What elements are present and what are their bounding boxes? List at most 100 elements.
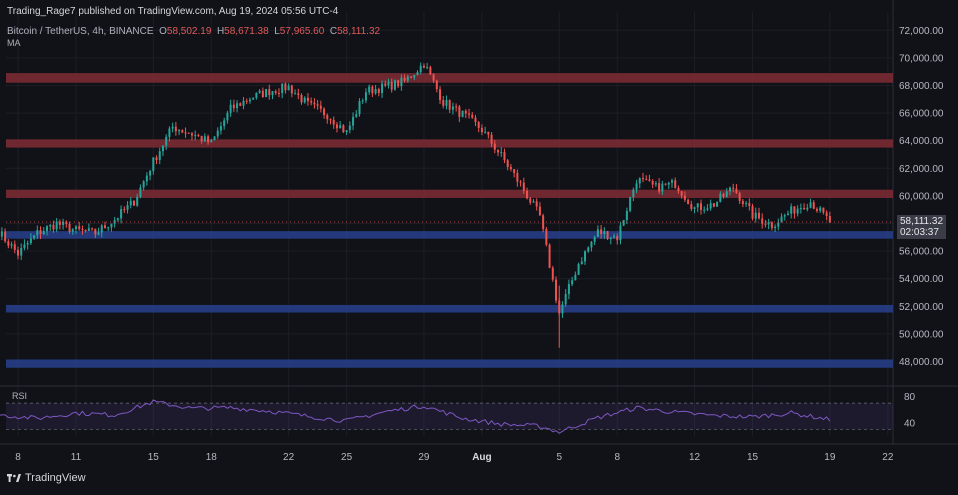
candle-up bbox=[693, 207, 696, 209]
candle-up bbox=[45, 226, 48, 232]
candle-down bbox=[712, 203, 715, 207]
candle-up bbox=[587, 247, 590, 252]
candle-up bbox=[74, 226, 77, 230]
candle-down bbox=[658, 183, 661, 192]
candle-up bbox=[754, 212, 757, 219]
candle-down bbox=[306, 97, 309, 102]
candle-up bbox=[819, 207, 822, 211]
candle-up bbox=[213, 136, 216, 140]
candle-up bbox=[574, 274, 577, 281]
price-tick-label: 66,000.00 bbox=[899, 109, 944, 120]
candle-up bbox=[745, 203, 748, 205]
candle-down bbox=[761, 218, 764, 224]
x-tick-label: 11 bbox=[71, 452, 82, 463]
candle-down bbox=[474, 117, 477, 123]
candle-up bbox=[532, 201, 535, 203]
ma-indicator-label[interactable]: MA bbox=[7, 38, 21, 48]
candle-down bbox=[81, 229, 84, 231]
price-tick-label: 56,000.00 bbox=[899, 247, 944, 258]
candle-down bbox=[326, 115, 329, 120]
candle-up bbox=[661, 183, 664, 192]
candle-down bbox=[190, 133, 193, 136]
candle-down bbox=[323, 108, 326, 116]
x-tick-label: 19 bbox=[824, 452, 836, 463]
candle-up bbox=[352, 116, 355, 126]
candle-down bbox=[468, 113, 471, 115]
candle-down bbox=[764, 223, 767, 225]
tradingview-logo-icon bbox=[7, 474, 21, 482]
candle-up bbox=[584, 251, 587, 262]
candle-up bbox=[426, 67, 429, 69]
candle-down bbox=[722, 193, 725, 197]
candle-up bbox=[23, 244, 26, 248]
candle-down bbox=[477, 122, 480, 128]
resistance-zone bbox=[6, 139, 893, 148]
candle-down bbox=[94, 228, 97, 235]
price-tick-label: 60,000.00 bbox=[899, 191, 944, 202]
candle-down bbox=[442, 100, 445, 106]
price-tick-label: 68,000.00 bbox=[899, 81, 944, 92]
candle-down bbox=[174, 126, 177, 132]
candle-down bbox=[751, 206, 754, 219]
candle-down bbox=[699, 203, 702, 210]
candle-down bbox=[310, 101, 313, 103]
candle-down bbox=[91, 228, 94, 230]
candle-up bbox=[136, 196, 139, 206]
candle-up bbox=[728, 187, 731, 192]
rsi-indicator-label[interactable]: RSI bbox=[12, 391, 28, 401]
candle-down bbox=[464, 110, 467, 114]
candle-down bbox=[600, 229, 603, 235]
bar-countdown: 02:03:37 bbox=[900, 226, 939, 238]
candle-down bbox=[274, 91, 277, 93]
candle-down bbox=[377, 89, 380, 94]
candle-up bbox=[629, 197, 632, 211]
candle-down bbox=[548, 244, 551, 268]
candle-down bbox=[741, 201, 744, 205]
candle-down bbox=[738, 193, 741, 202]
resistance-zone bbox=[6, 189, 893, 198]
candle-down bbox=[513, 169, 516, 173]
candle-up bbox=[29, 238, 32, 244]
candle-up bbox=[400, 77, 403, 87]
candle-down bbox=[239, 103, 242, 106]
candle-up bbox=[416, 72, 419, 76]
rsi-tick-label: 40 bbox=[904, 418, 916, 429]
footer-brand[interactable]: TradingView bbox=[7, 472, 86, 484]
candle-down bbox=[642, 178, 645, 180]
candle-up bbox=[777, 222, 780, 227]
candle-down bbox=[268, 89, 271, 96]
candle-up bbox=[355, 114, 358, 117]
candle-down bbox=[84, 229, 87, 232]
symbol-title: Bitcoin / TetherUS, 4h, BINANCE bbox=[7, 26, 154, 37]
support-zone bbox=[6, 359, 893, 368]
candle-up bbox=[20, 247, 23, 256]
candle-up bbox=[236, 103, 239, 109]
candle-up bbox=[62, 221, 65, 225]
low-key: L bbox=[271, 26, 280, 37]
candle-up bbox=[381, 83, 384, 94]
candle-down bbox=[7, 241, 10, 246]
candle-down bbox=[455, 106, 458, 108]
candle-down bbox=[497, 149, 500, 153]
candle-up bbox=[484, 131, 487, 133]
candle-up bbox=[252, 97, 255, 100]
candle-up bbox=[638, 178, 641, 184]
candle-down bbox=[458, 106, 461, 117]
candle-up bbox=[767, 222, 770, 225]
candle-down bbox=[538, 206, 541, 216]
candle-down bbox=[677, 187, 680, 192]
candle-down bbox=[793, 206, 796, 214]
candle-up bbox=[780, 216, 783, 223]
candle-up bbox=[110, 223, 113, 228]
candle-down bbox=[403, 77, 406, 81]
candle-down bbox=[651, 180, 654, 185]
x-tick-label: 15 bbox=[747, 452, 759, 463]
candle-down bbox=[551, 267, 554, 280]
candle-up bbox=[622, 220, 625, 226]
candle-down bbox=[232, 104, 235, 109]
candle-down bbox=[197, 135, 200, 137]
candle-down bbox=[812, 202, 815, 209]
candle-up bbox=[703, 209, 706, 211]
candle-down bbox=[319, 105, 322, 109]
